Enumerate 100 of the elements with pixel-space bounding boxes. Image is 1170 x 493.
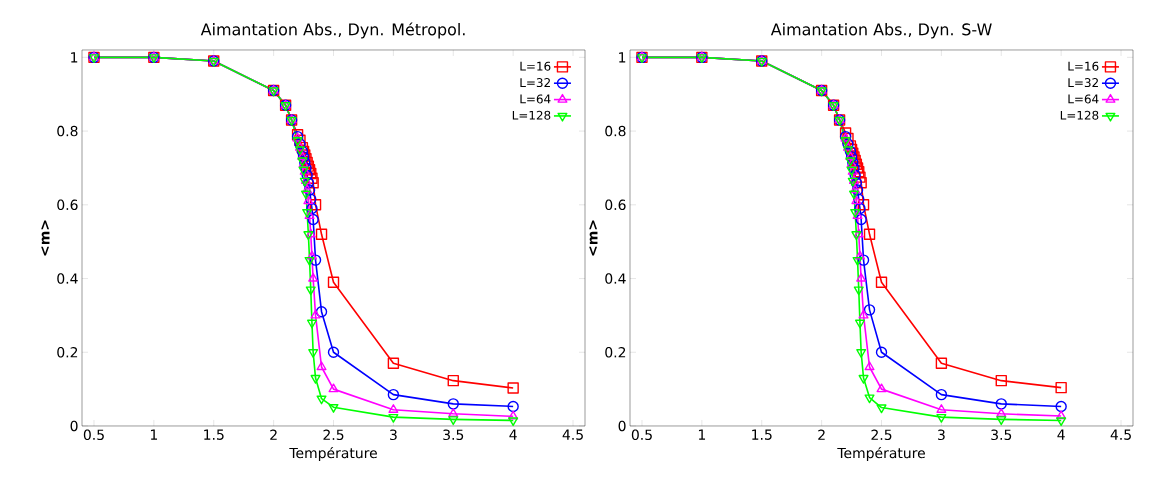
point xyxy=(309,199,322,211)
point xyxy=(328,383,339,393)
point xyxy=(304,256,315,266)
point xyxy=(387,388,400,401)
point xyxy=(310,374,321,384)
x-tick-label: 1 xyxy=(150,429,158,440)
point xyxy=(855,213,867,226)
point xyxy=(448,416,459,426)
point xyxy=(875,276,888,288)
point xyxy=(996,416,1007,426)
point xyxy=(840,137,851,146)
point xyxy=(936,413,947,423)
point xyxy=(849,169,861,182)
point xyxy=(854,250,865,260)
point xyxy=(935,357,948,370)
y-tick-label: 0.6 xyxy=(605,199,626,211)
y-tick-label: 0.4 xyxy=(605,273,626,284)
point xyxy=(447,374,459,387)
legend-label: L=64 xyxy=(1068,94,1099,104)
x-axis-title: Température xyxy=(837,446,925,461)
x-tick-label: 2 xyxy=(818,429,825,440)
point xyxy=(848,190,859,200)
point xyxy=(306,319,317,329)
chart-title: Aimantation Abs., Dyn. Métropol. xyxy=(200,22,465,39)
point xyxy=(995,374,1007,387)
legend-label: L=16 xyxy=(520,61,551,71)
point xyxy=(310,309,321,319)
point xyxy=(876,404,887,414)
point xyxy=(448,408,459,418)
point xyxy=(850,176,863,189)
x-tick-label: 3 xyxy=(390,429,397,441)
legend-label: L=128 xyxy=(512,110,551,120)
x-tick-label: 0.5 xyxy=(631,429,652,441)
point xyxy=(315,228,328,240)
point xyxy=(316,361,327,371)
point xyxy=(508,410,519,420)
y-tick-label: 1 xyxy=(71,52,78,63)
y-tick-label: 0 xyxy=(618,420,626,432)
point xyxy=(936,404,947,413)
point xyxy=(856,349,867,358)
point xyxy=(301,169,313,182)
point xyxy=(308,349,319,358)
x-tick-label: 4.5 xyxy=(562,429,583,440)
point xyxy=(307,213,319,226)
point xyxy=(327,346,340,358)
point xyxy=(328,403,339,413)
point xyxy=(857,254,870,266)
point xyxy=(305,286,316,296)
point xyxy=(995,398,1007,410)
y-axis-title: <m> xyxy=(41,220,50,256)
point xyxy=(309,254,322,266)
point xyxy=(1055,400,1067,413)
x-tick-label: 4.5 xyxy=(1110,429,1131,440)
point xyxy=(858,374,869,384)
y-tick-label: 0.4 xyxy=(57,273,78,284)
point xyxy=(856,272,867,282)
x-tick-label: 4 xyxy=(509,429,517,440)
y-tick-label: 0.6 xyxy=(57,199,78,211)
x-tick-label: 2 xyxy=(270,429,277,440)
legend-label: L=32 xyxy=(1068,78,1098,88)
point xyxy=(852,256,863,266)
x-tick-label: 1.5 xyxy=(752,429,772,440)
point xyxy=(935,388,948,401)
point xyxy=(1056,417,1067,427)
point xyxy=(853,286,864,296)
point xyxy=(447,398,459,410)
point xyxy=(388,404,399,413)
x-tick-label: 1.5 xyxy=(204,429,224,440)
x-tick-label: 3.5 xyxy=(991,429,1012,441)
point xyxy=(387,357,400,370)
x-tick-label: 3.5 xyxy=(443,429,464,441)
point xyxy=(854,202,866,215)
point xyxy=(1056,410,1067,420)
x-tick-label: 3 xyxy=(938,429,945,441)
point xyxy=(302,176,315,189)
point xyxy=(863,304,876,316)
point xyxy=(854,319,865,329)
x-tick-label: 1 xyxy=(698,429,706,440)
legend-label: L=32 xyxy=(520,78,550,88)
x-tick-label: 0.5 xyxy=(83,429,104,441)
point xyxy=(875,346,888,358)
point xyxy=(507,400,519,413)
point xyxy=(315,306,328,318)
legend-label: L=64 xyxy=(520,94,551,104)
x-axis-title: Température xyxy=(289,446,377,461)
point xyxy=(306,250,317,260)
point xyxy=(508,417,519,427)
point xyxy=(857,199,870,211)
y-tick-label: 1 xyxy=(619,52,626,63)
chart-title: Aimantation Abs., Dyn. S-W xyxy=(770,23,992,39)
point xyxy=(316,395,327,405)
point xyxy=(863,228,876,240)
y-tick-label: 0.8 xyxy=(605,125,626,137)
point xyxy=(300,190,311,200)
point xyxy=(876,383,887,393)
y-tick-label: 0.2 xyxy=(57,346,78,358)
point xyxy=(306,202,318,215)
point xyxy=(996,408,1007,418)
x-tick-label: 4 xyxy=(1057,429,1065,440)
point xyxy=(308,272,319,282)
